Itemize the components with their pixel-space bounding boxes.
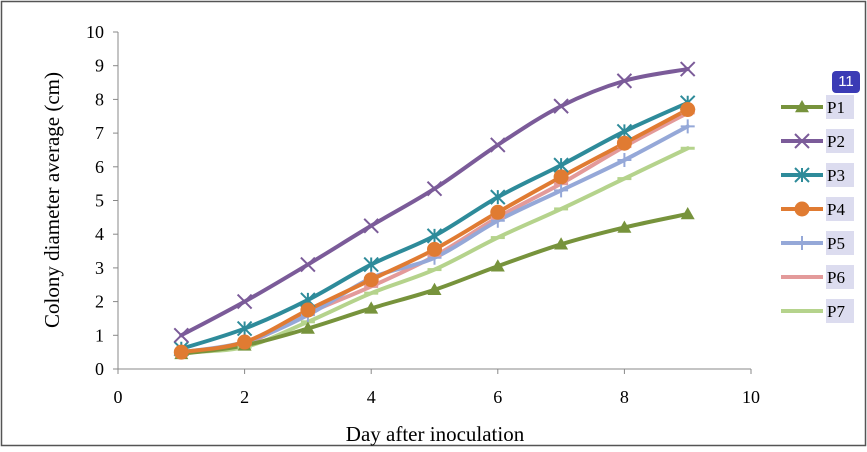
legend-label-bg xyxy=(826,129,854,153)
y-tick-label: 0 xyxy=(95,359,104,379)
data-point-p1 xyxy=(490,259,505,272)
data-point-p1 xyxy=(364,301,379,314)
axes xyxy=(113,31,752,374)
count-badge: 11 xyxy=(832,71,860,93)
data-point-p2 xyxy=(679,61,696,77)
legend-label: P5 xyxy=(827,234,845,253)
y-tick-label: 1 xyxy=(95,325,104,345)
x-tick-label: 2 xyxy=(240,387,249,407)
x-tick-label: 10 xyxy=(742,387,760,407)
data-point-p1 xyxy=(617,220,632,233)
y-tick-label: 5 xyxy=(95,191,104,211)
y-tick-label: 9 xyxy=(95,56,104,76)
data-point-p3 xyxy=(236,320,253,337)
y-tick-label: 4 xyxy=(95,224,104,244)
data-point-p3 xyxy=(490,189,506,205)
legend-label: P3 xyxy=(827,166,845,185)
data-point-p4 xyxy=(490,204,506,220)
data-point-p2 xyxy=(300,256,316,273)
x-tick-label: 0 xyxy=(114,387,123,407)
legend-label-bg xyxy=(826,95,854,119)
y-tick-label: 3 xyxy=(95,258,104,278)
data-point-p2 xyxy=(363,218,379,234)
y-tick-label: 8 xyxy=(95,89,104,109)
legend-marker xyxy=(794,201,810,217)
data-point-p4 xyxy=(427,241,442,257)
x-tick-label: 4 xyxy=(367,387,376,407)
legend: P1 P2 P3 P4 P5 P6 P7 xyxy=(781,95,854,323)
legend-label-bg xyxy=(826,163,854,187)
data-point-p1 xyxy=(300,321,315,334)
data-point-p4 xyxy=(616,135,632,151)
data-point-p4 xyxy=(680,102,696,118)
legend-marker xyxy=(794,133,810,149)
data-point-p4 xyxy=(173,344,189,360)
data-point-p2 xyxy=(553,98,569,114)
legend-label: P1 xyxy=(827,98,845,117)
legend-label-bg xyxy=(826,231,854,255)
y-axis-label: Colony diameter average (cm) xyxy=(40,72,64,328)
legend-label: P6 xyxy=(827,268,845,287)
data-point-p3 xyxy=(426,228,443,244)
legend-marker xyxy=(794,167,810,183)
data-point-p4 xyxy=(237,334,253,350)
legend-label-bg xyxy=(826,299,854,323)
legend-label: P4 xyxy=(827,200,845,219)
legend-label-bg xyxy=(826,197,854,221)
data-point-p2 xyxy=(173,327,190,344)
legend-label: P2 xyxy=(827,132,845,151)
data-point-p3 xyxy=(363,256,379,273)
data-point-p2 xyxy=(490,137,506,153)
data-point-p5 xyxy=(680,119,695,134)
x-tick-label: 6 xyxy=(493,387,502,407)
data-point-p1 xyxy=(680,206,695,220)
data-point-p2 xyxy=(236,293,253,310)
data-point-p5 xyxy=(617,153,632,168)
data-point-p4 xyxy=(300,302,316,318)
legend-label-bg xyxy=(826,265,854,289)
data-point-p4 xyxy=(553,169,569,185)
tick-labels: 0 1 2 3 4 5 6 7 8 9 10 0 2 4 6 8 10 xyxy=(86,22,760,407)
y-tick-label: 6 xyxy=(95,157,104,177)
legend-marker xyxy=(795,236,809,250)
y-tick-label: 7 xyxy=(95,123,104,143)
data-point-p5 xyxy=(554,183,569,198)
y-tick-label: 2 xyxy=(95,292,104,312)
y-tick-label: 10 xyxy=(86,22,104,42)
data-point-p2 xyxy=(616,73,633,89)
legend-marker xyxy=(795,100,809,113)
data-point-p1 xyxy=(427,282,442,296)
x-tick-label: 8 xyxy=(620,387,629,407)
data-point-p2 xyxy=(426,180,443,197)
x-axis-label: Day after inoculation xyxy=(346,422,525,446)
legend-label: P7 xyxy=(827,302,845,321)
data-point-p4 xyxy=(363,272,379,288)
series-markers xyxy=(173,61,696,360)
data-point-p1 xyxy=(554,237,569,250)
